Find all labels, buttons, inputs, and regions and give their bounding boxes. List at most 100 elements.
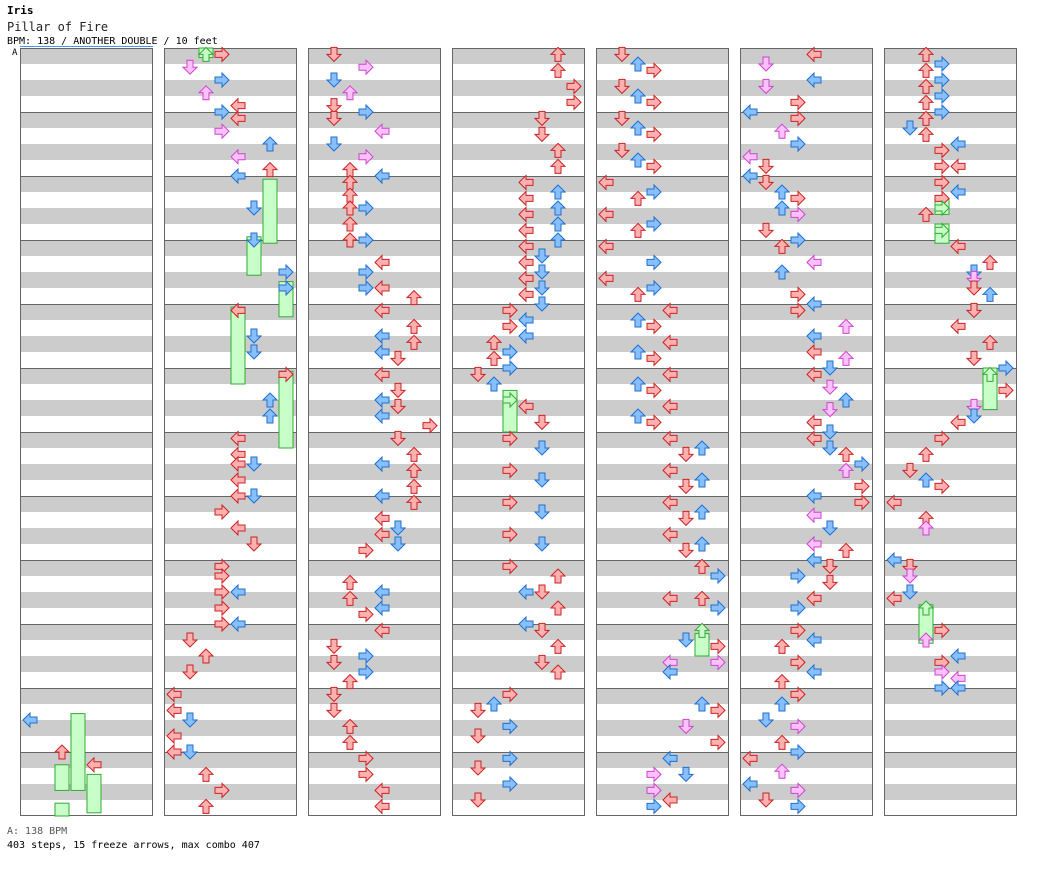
step-arrow-right (646, 94, 662, 111)
step-arrow-down (533, 110, 551, 127)
step-arrow-down (245, 456, 263, 472)
beat-stripe (308, 624, 441, 640)
step-arrow-down (533, 654, 551, 671)
step-arrow-right (934, 158, 950, 175)
step-arrow-right (502, 558, 518, 575)
step-arrow-up (693, 504, 711, 520)
step-arrow-down (821, 558, 839, 575)
step-arrow-down (245, 328, 263, 344)
step-arrow-left (950, 414, 966, 431)
step-arrow-left (662, 462, 678, 479)
step-arrow-up (341, 200, 359, 216)
step-arrow-down (821, 574, 839, 591)
step-arrow-down (965, 408, 983, 424)
step-arrow-right (790, 110, 806, 127)
step-arrow-right (790, 782, 806, 799)
step-arrow-left (374, 487, 390, 505)
step-arrow-right (790, 743, 806, 761)
beat-stripe (164, 240, 297, 256)
step-arrow-left (374, 167, 390, 185)
step-arrow-left (86, 756, 102, 774)
step-arrow-down (469, 728, 487, 744)
step-arrow-down (533, 414, 551, 431)
step-arrow-down (245, 488, 263, 504)
beat-stripe (308, 720, 441, 736)
step-arrow-left (662, 494, 678, 511)
beat-stripe (596, 432, 729, 448)
step-arrow-left (374, 327, 390, 345)
step-arrow-down (325, 654, 343, 671)
beat-stripe (164, 688, 297, 704)
beat-stripe (740, 528, 873, 544)
step-arrow-right (790, 94, 806, 111)
step-arrow-right (502, 318, 518, 335)
step-arrow-up (629, 56, 647, 72)
step-arrow-left (518, 327, 534, 345)
beat-stripe (20, 528, 153, 544)
step-arrow-left (166, 702, 182, 719)
step-arrow-up (917, 472, 935, 488)
step-arrow-right (646, 254, 662, 271)
step-arrow-right (566, 94, 582, 111)
beat-stripe (452, 144, 585, 160)
step-arrow-down (533, 126, 551, 143)
beat-stripe (452, 720, 585, 736)
beat-stripe (596, 176, 729, 192)
step-arrow-up (341, 718, 359, 734)
step-arrow-left (518, 174, 534, 191)
step-arrow-left (518, 270, 534, 287)
column-border (308, 48, 441, 816)
step-arrow-up (405, 446, 423, 462)
beat-stripe (740, 752, 873, 768)
beat-stripe (740, 656, 873, 672)
step-arrow-down (677, 718, 695, 735)
beat-stripe (452, 48, 585, 64)
beat-stripe (596, 400, 729, 416)
step-arrow-up (261, 408, 279, 424)
step-arrow-right (646, 279, 662, 297)
step-arrow-left (806, 631, 822, 649)
beat-stripe (20, 48, 153, 64)
step-arrow-up (341, 673, 359, 690)
step-arrow-left (374, 583, 390, 601)
chart-column (20, 48, 153, 816)
beat-stripe (20, 208, 153, 224)
beat-stripe (596, 784, 729, 800)
step-arrow-left (806, 590, 822, 607)
beat-stripe (884, 48, 1017, 64)
step-arrow-right (646, 350, 662, 367)
step-arrow-up (693, 696, 711, 712)
step-arrow-left (518, 615, 534, 633)
step-arrow-left (598, 206, 614, 223)
beat-stripe (164, 528, 297, 544)
step-arrow-left (230, 471, 246, 489)
step-arrow-right (998, 359, 1014, 377)
beat-stripe (20, 80, 153, 96)
step-arrow-right (710, 638, 726, 655)
step-arrow-up (693, 622, 711, 638)
beat-stripe (308, 688, 441, 704)
beat-stripe (596, 464, 729, 480)
step-arrow-up (549, 232, 567, 248)
step-arrow-right (790, 231, 806, 249)
step-arrow-down (533, 622, 551, 639)
beat-stripe (884, 464, 1017, 480)
step-arrow-left (886, 590, 902, 607)
step-arrow-down (533, 264, 551, 280)
step-arrow-up (693, 472, 711, 488)
step-arrow-left (950, 158, 966, 175)
chart-info: BPM: 138 / ANOTHER DOUBLE / 10 feet (7, 36, 218, 47)
step-arrow-right (502, 359, 518, 377)
beat-stripe (20, 272, 153, 288)
beat-stripe (452, 176, 585, 192)
step-arrow-down (533, 296, 551, 312)
beat-stripe (740, 688, 873, 704)
step-arrow-right (358, 263, 374, 281)
step-arrow-right (358, 647, 374, 665)
beat-stripe (596, 144, 729, 160)
beat-stripe (596, 688, 729, 704)
step-arrow-right (646, 382, 662, 399)
step-arrow-right (502, 494, 518, 511)
step-arrow-up (917, 46, 935, 62)
step-arrow-right (214, 567, 230, 585)
